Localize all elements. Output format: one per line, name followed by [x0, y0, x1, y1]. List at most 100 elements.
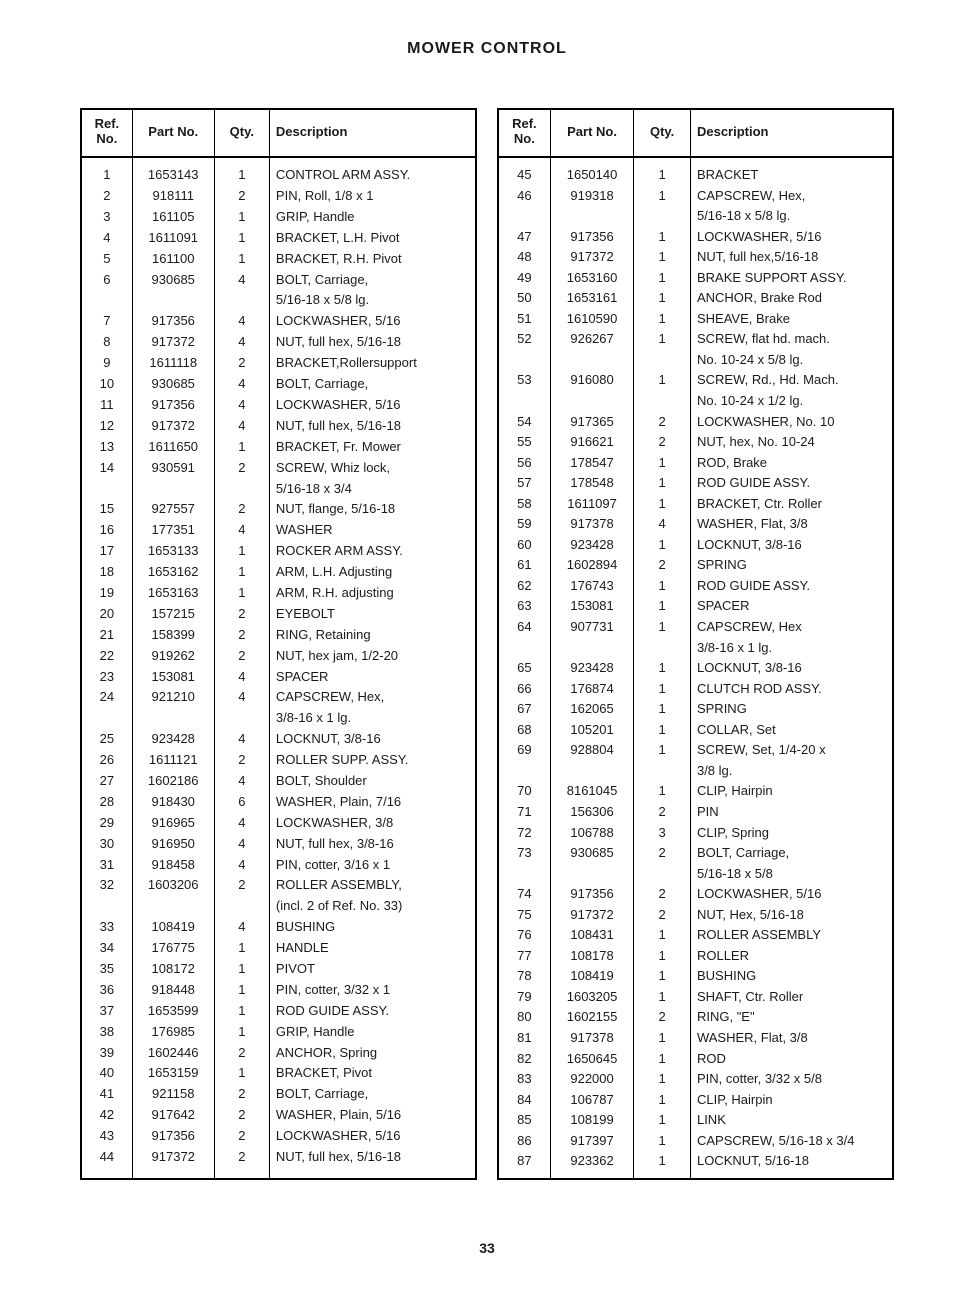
cell: NUT, full hex, 3/8-16 [269, 833, 476, 854]
cell: 916621 [550, 432, 634, 453]
cell: 1 [634, 781, 691, 802]
col-header-desc: Description [269, 109, 476, 157]
cell: 917378 [550, 514, 634, 535]
cell: SPRING [690, 555, 893, 576]
cell: 74 [498, 884, 550, 905]
cell: BRACKET, R.H. Pivot [269, 248, 476, 269]
cell: 4 [214, 917, 269, 938]
cell: 178548 [550, 473, 634, 494]
cell: 51 [498, 308, 550, 329]
cell: 1 [214, 938, 269, 959]
cell [132, 478, 214, 499]
cell: No. 10-24 x 5/8 lg. [690, 349, 893, 370]
cell: 108178 [550, 945, 634, 966]
cell: BUSHING [269, 917, 476, 938]
table-row: 3216032062ROLLER ASSEMBLY, [81, 875, 476, 896]
cell: HANDLE [269, 938, 476, 959]
cell: 64 [498, 617, 550, 638]
cell: 4 [214, 854, 269, 875]
cell: 15 [81, 499, 132, 520]
cell: 3/8 lg. [690, 760, 893, 781]
cell: BRACKET, Fr. Mower [269, 436, 476, 457]
table-row: 319184584PIN, cotter, 3/16 x 1 [81, 854, 476, 875]
cell: 4 [214, 666, 269, 687]
cell: SCREW, Set, 1/4-20 x [690, 740, 893, 761]
cell: 65 [498, 658, 550, 679]
table-row: 249212104CAPSCREW, Hex, [81, 687, 476, 708]
table-row: 489173721NUT, full hex,5/16-18 [498, 247, 893, 268]
cell: 153081 [132, 666, 214, 687]
cell: 82 [498, 1048, 550, 1069]
cell: 84 [498, 1089, 550, 1110]
cell: 13 [81, 436, 132, 457]
cell: 3/8-16 x 1 lg. [690, 637, 893, 658]
cell: 2 [214, 186, 269, 207]
cell: 5/16-18 x 5/8 lg. [269, 290, 476, 311]
cell: LOCKWASHER, 5/16 [690, 884, 893, 905]
cell: 79 [498, 986, 550, 1007]
cell: 176985 [132, 1021, 214, 1042]
parts-table-right: Ref. No. Part No. Qty. Description 45165… [497, 108, 894, 1180]
cell: 1 [634, 1089, 691, 1110]
table-row: 631530811SPACER [498, 596, 893, 617]
table-row: 29181112PIN, Roll, 1/8 x 1 [81, 186, 476, 207]
cell: 18 [81, 562, 132, 583]
cell: ROD, Brake [690, 452, 893, 473]
cell: 8161045 [550, 781, 634, 802]
cell [132, 290, 214, 311]
cell: 917397 [550, 1130, 634, 1151]
cell: 26 [81, 750, 132, 771]
table-row: 149305912SCREW, Whiz lock, [81, 457, 476, 478]
table-row: 916111182BRACKET,Rollersupport [81, 353, 476, 374]
cell: 1653162 [132, 562, 214, 583]
cell: 2 [214, 499, 269, 520]
cell: 1 [214, 157, 269, 186]
table-row: 381769851GRIP, Handle [81, 1021, 476, 1042]
cell: LOCKWASHER, 5/16 [269, 311, 476, 332]
cell: 1 [634, 267, 691, 288]
cell [81, 478, 132, 499]
cell [634, 760, 691, 781]
cell: 1 [634, 740, 691, 761]
cell: 43 [81, 1126, 132, 1147]
cell: 32 [81, 875, 132, 896]
table-row: 259234284LOCKNUT, 3/8-16 [81, 729, 476, 750]
cell: 2 [634, 884, 691, 905]
cell [498, 206, 550, 227]
cell: 42 [81, 1105, 132, 1126]
table-row: 369184481PIN, cotter, 3/32 x 1 [81, 979, 476, 1000]
cell: NUT, full hex,5/16-18 [690, 247, 893, 268]
table-row: 1916531631ARM, R.H. adjusting [81, 582, 476, 603]
table-row: 201572152EYEBOLT [81, 603, 476, 624]
cell: 10 [81, 374, 132, 395]
cell: 1 [214, 1063, 269, 1084]
cell: ROCKER ARM ASSY. [269, 541, 476, 562]
cell: 1 [634, 658, 691, 679]
cell: 66 [498, 678, 550, 699]
cell: 926267 [550, 329, 634, 350]
cell [81, 708, 132, 729]
cell: 4 [214, 332, 269, 353]
cell [214, 478, 269, 499]
cell: 917372 [550, 247, 634, 268]
cell: BOLT, Carriage, [269, 374, 476, 395]
table-row: 5016531611ANCHOR, Brake Rod [498, 288, 893, 309]
cell: BOLT, Carriage, [269, 1084, 476, 1105]
cell: 1 [214, 979, 269, 1000]
cell: 1 [214, 248, 269, 269]
cell: 1 [634, 678, 691, 699]
cell: SPRING [690, 699, 893, 720]
cell: 86 [498, 1130, 550, 1151]
cell: 78 [498, 966, 550, 987]
cell: 1 [634, 370, 691, 391]
cell: 108199 [550, 1110, 634, 1131]
cell: 930685 [550, 843, 634, 864]
table-row: 839220001PIN, cotter, 3/32 x 5/8 [498, 1069, 893, 1090]
cell: 1603205 [550, 986, 634, 1007]
table-row: 129173724NUT, full hex, 5/16-18 [81, 415, 476, 436]
cell: 28 [81, 791, 132, 812]
cell [634, 863, 691, 884]
cell: BRACKET [690, 157, 893, 185]
cell: 923428 [132, 729, 214, 750]
cell: 106787 [550, 1089, 634, 1110]
